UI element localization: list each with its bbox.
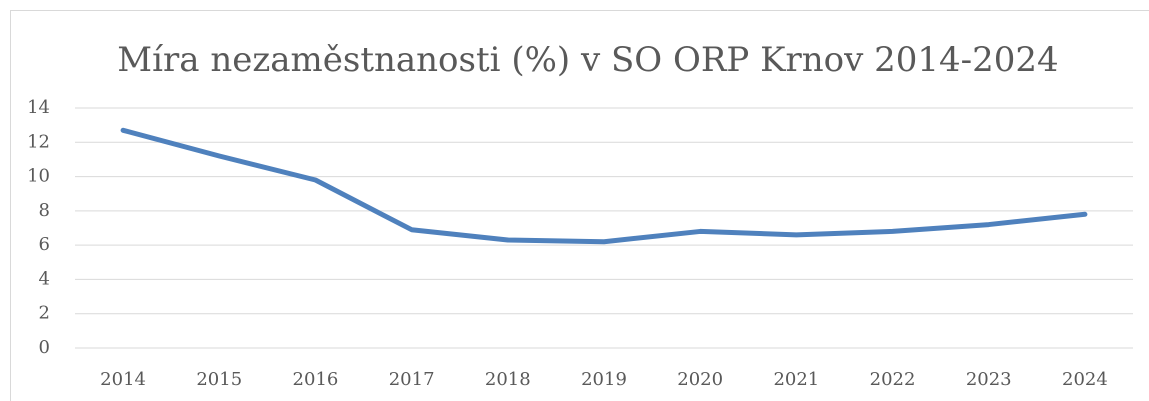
data-line (120, 127, 1088, 245)
x-tick-label: 2023 (966, 369, 1012, 390)
x-tick-label: 2022 (870, 369, 916, 390)
y-tick-label: 6 (39, 234, 50, 255)
y-tick-label: 0 (39, 337, 50, 358)
y-tick-label: 10 (27, 166, 50, 187)
x-tick-label: 2024 (1062, 369, 1108, 390)
x-tick-label: 2015 (196, 369, 242, 390)
x-tick-label: 2018 (485, 369, 531, 390)
y-tick-label: 4 (39, 268, 50, 289)
chart-title: Míra nezaměstnanosti (%) v SO ORP Krnov … (117, 40, 1058, 80)
x-tick-label: 2014 (100, 369, 146, 390)
y-tick-label: 8 (39, 200, 50, 221)
x-tick-label: 2016 (293, 369, 339, 390)
y-tick-label: 2 (39, 303, 50, 324)
y-tick-label: 14 (27, 97, 50, 118)
chart-frame (10, 10, 1149, 401)
x-tick-label: 2019 (581, 369, 627, 390)
x-tick-label: 2020 (677, 369, 723, 390)
y-tick-label: 12 (27, 131, 50, 152)
x-tick-label: 2017 (389, 369, 435, 390)
x-tick-label: 2021 (773, 369, 819, 390)
